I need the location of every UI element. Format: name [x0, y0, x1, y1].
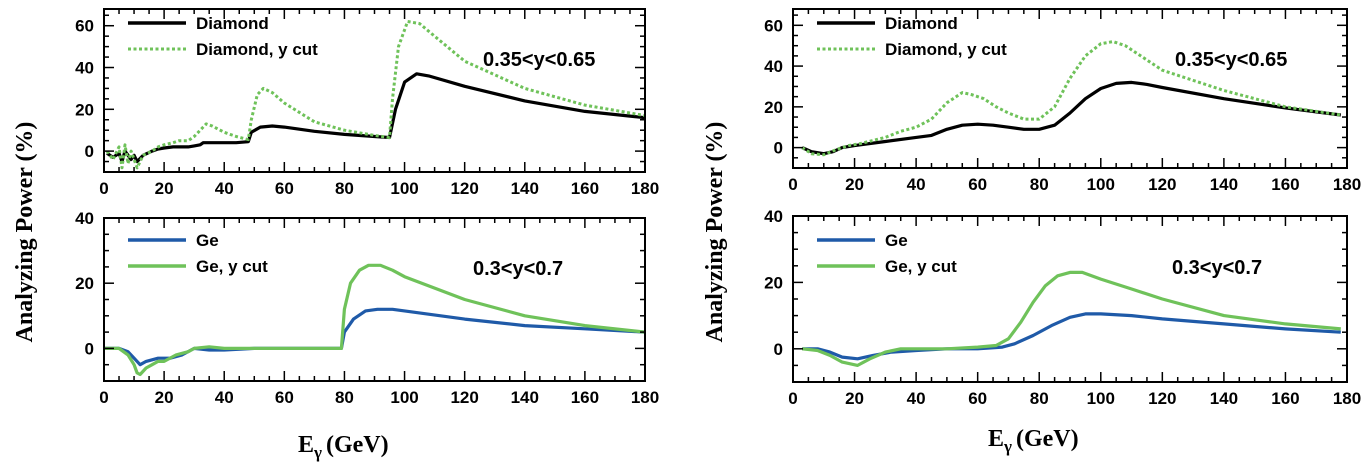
x-axis-title-right-sub: γ	[1003, 437, 1012, 456]
legend-label: Diamond	[885, 14, 958, 33]
x-tick-label: 40	[215, 388, 234, 407]
legend-label: Diamond, y cut	[885, 40, 1007, 59]
x-tick-label: 100	[390, 179, 418, 198]
legend-label: Ge, y cut	[885, 257, 957, 276]
x-tick-label: 20	[155, 388, 174, 407]
x-tick-label: 120	[450, 388, 478, 407]
x-tick-label: 160	[571, 388, 599, 407]
x-axis-title-right: Eγ (GeV)	[988, 426, 1079, 456]
panel-left-bottom: 0 20 40 60 80 100 120 140 160 180 0 20 40 Ge Ge, y cut…	[75, 209, 659, 407]
y-tick-label: 40	[764, 57, 783, 76]
y-tick-label: 60	[75, 17, 94, 36]
x-tick-label: 60	[275, 179, 294, 198]
series-line-diamond	[106, 72, 645, 164]
x-tick-label: 80	[335, 388, 354, 407]
x-axis-title-left-unit: (GeV)	[326, 432, 389, 458]
x-tick-label: 0	[788, 389, 797, 408]
x-tick-label: 140	[511, 388, 539, 407]
series-line-ge	[802, 312, 1341, 361]
x-tick-label: 40	[215, 179, 234, 198]
x-axis-title-left: Eγ (GeV)	[298, 432, 389, 462]
legend-label: Diamond, y cut	[196, 40, 318, 59]
panel-left-top: 0 20 40 60 80 100 120 140 160 180 0 20 40 60 Diamond Di…	[75, 8, 659, 198]
x-tick-label: 140	[511, 179, 539, 198]
x-tick-label: 40	[907, 389, 926, 408]
panel-right-top: 0 20 40 60 80 100 120 140 160 180 0 20 40 60 Diamond Di…	[764, 8, 1361, 194]
x-tick-label: 0	[788, 175, 797, 194]
y-tick-label: 20	[764, 98, 783, 117]
x-tick-label: 60	[275, 388, 294, 407]
x-tick-label: 120	[450, 179, 478, 198]
x-tick-label: 20	[845, 175, 864, 194]
plot-frame	[103, 217, 646, 382]
series-line-ge-y-cut	[802, 270, 1341, 367]
y-axis-title-right: Analyzing Power (%)	[702, 122, 728, 343]
legend-label: Ge	[196, 231, 219, 250]
x-tick-label: 0	[99, 179, 108, 198]
x-tick-label: 80	[1030, 175, 1049, 194]
x-axis-title-left-main: E	[298, 432, 314, 458]
x-tick-label: 180	[1333, 389, 1361, 408]
x-tick-label: 140	[1210, 389, 1238, 408]
x-tick-label: 80	[1030, 389, 1049, 408]
panel-right-bottom: 0 20 40 60 80 100 120 140 160 180 0 20 40 Ge Ge, y cut…	[764, 207, 1361, 408]
x-tick-label: 40	[907, 175, 926, 194]
x-tick-label: 160	[571, 179, 599, 198]
legend-label: Ge, y cut	[196, 257, 268, 276]
y-range-annotation: 0.35<y<0.65	[1175, 49, 1287, 71]
y-range-annotation: 0.35<y<0.65	[483, 49, 595, 71]
x-tick-label: 160	[1271, 175, 1299, 194]
series-line-ge	[104, 307, 645, 367]
x-tick-label: 20	[845, 389, 864, 408]
x-axis-title-right-main: E	[988, 426, 1004, 452]
x-tick-label: 120	[1148, 389, 1176, 408]
x-tick-label: 0	[99, 388, 108, 407]
x-tick-label: 180	[631, 179, 659, 198]
x-tick-label: 120	[1148, 175, 1176, 194]
x-axis-title-right-unit: (GeV)	[1016, 426, 1079, 452]
y-tick-label: 0	[85, 339, 94, 358]
series-line-diamond-y-cut	[105, 20, 645, 170]
y-axis-title-left: Analyzing Power (%)	[12, 122, 38, 343]
x-axis-title-left-sub: γ	[313, 443, 322, 462]
y-tick-label: 0	[85, 142, 94, 161]
y-range-annotation: 0.3<y<0.7	[1172, 257, 1262, 279]
legend-label: Diamond	[196, 14, 269, 33]
y-tick-label: 40	[764, 207, 783, 226]
series-line-diamond	[801, 80, 1342, 156]
x-tick-label: 180	[631, 388, 659, 407]
x-tick-label: 100	[1087, 175, 1115, 194]
y-tick-label: 20	[764, 273, 783, 292]
x-tick-label: 180	[1333, 175, 1361, 194]
series-line-diamond-y-cut	[801, 40, 1342, 157]
y-tick-label: 0	[774, 139, 783, 158]
y-tick-label: 20	[75, 100, 94, 119]
legend-label: Ge	[885, 231, 908, 250]
x-tick-label: 100	[390, 388, 418, 407]
y-tick-label: 60	[764, 16, 783, 35]
y-range-annotation: 0.3<y<0.7	[473, 258, 563, 280]
y-tick-label: 40	[75, 209, 94, 228]
x-tick-label: 160	[1271, 389, 1299, 408]
x-tick-label: 20	[155, 179, 174, 198]
x-tick-label: 100	[1087, 389, 1115, 408]
x-tick-label: 60	[968, 389, 987, 408]
x-tick-label: 80	[335, 179, 354, 198]
x-tick-label: 60	[968, 175, 987, 194]
x-tick-label: 140	[1210, 175, 1238, 194]
y-tick-label: 0	[774, 340, 783, 359]
panels: 0 20 40 60 80 100 120 140 160 180 0 20 40 60 Diamond Di…	[75, 8, 1361, 408]
series-line-ge-y-cut	[104, 263, 645, 377]
y-tick-label: 20	[75, 274, 94, 293]
y-tick-label: 40	[75, 59, 94, 78]
